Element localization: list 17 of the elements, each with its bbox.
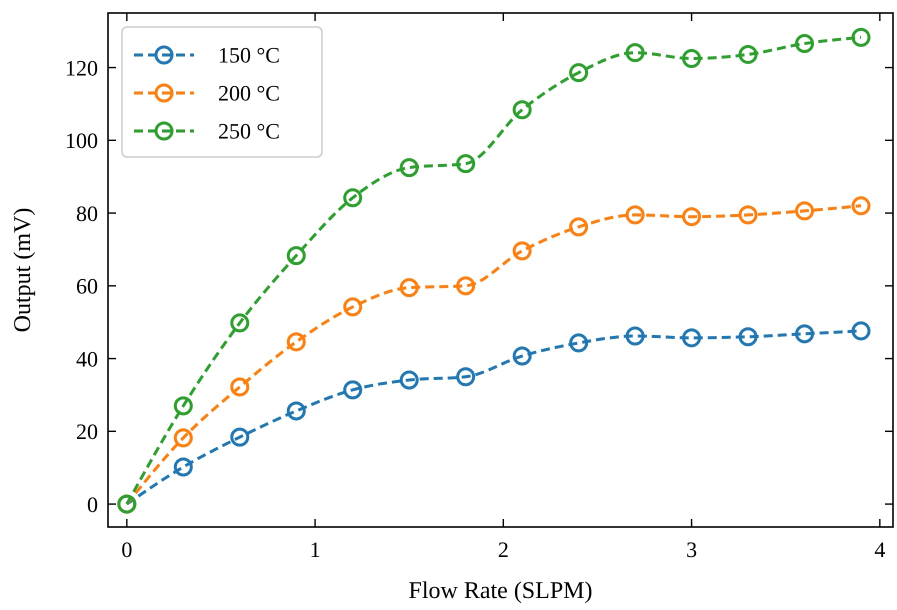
- y-tick-label: 120: [65, 55, 98, 80]
- y-tick-label: 80: [76, 200, 98, 226]
- y-tick-label: 0: [87, 492, 98, 517]
- y-tick-label: 40: [76, 346, 98, 372]
- legend-label: 150 °C: [218, 42, 280, 68]
- x-axis-title: Flow Rate (SLPM): [408, 578, 593, 604]
- y-tick-label: 20: [76, 419, 98, 444]
- legend-label: 250 °C: [218, 118, 280, 144]
- y-axis-title: Output (mV): [10, 208, 36, 332]
- y-tick-label: 100: [65, 128, 98, 154]
- x-tick-label: 3: [686, 537, 698, 562]
- x-tick-label: 4: [874, 537, 886, 562]
- y-tick-label: 60: [76, 274, 98, 299]
- legend-label: 200 °C: [218, 80, 280, 106]
- x-tick-label: 1: [310, 537, 321, 562]
- x-tick-label: 2: [498, 537, 509, 562]
- x-tick-label: 0: [121, 537, 132, 562]
